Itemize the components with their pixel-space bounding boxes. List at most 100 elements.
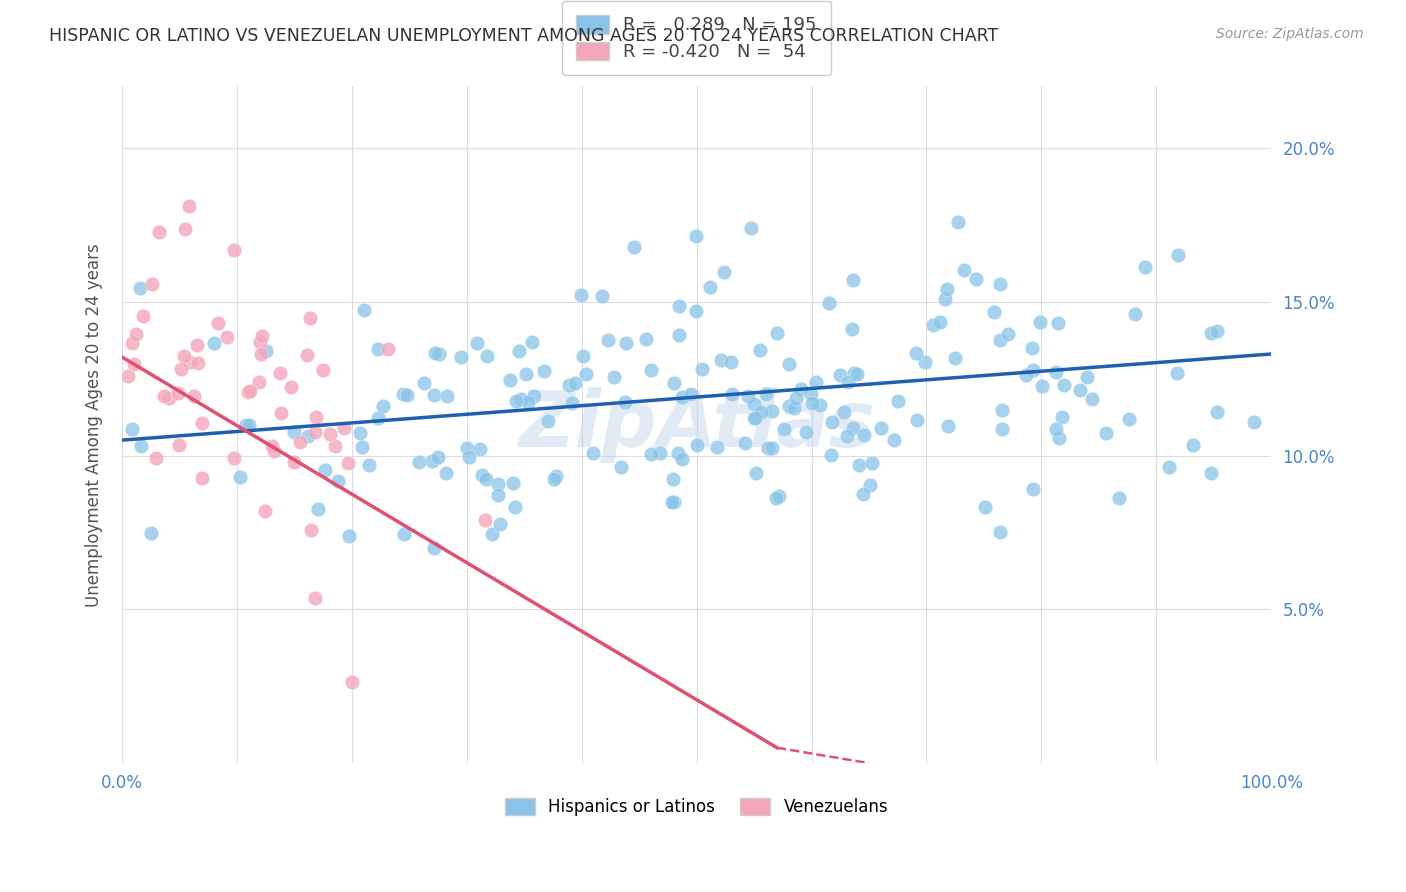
Point — [148, 225, 170, 239]
Point — [666, 446, 689, 460]
Point — [564, 376, 586, 390]
Point — [671, 390, 693, 404]
Point — [471, 467, 494, 482]
Point — [270, 406, 292, 420]
Point — [710, 353, 733, 368]
Point — [1069, 384, 1091, 398]
Point — [983, 305, 1005, 319]
Point — [349, 425, 371, 440]
Point — [537, 414, 560, 428]
Point — [934, 292, 956, 306]
Point — [842, 421, 865, 435]
Point — [817, 296, 839, 310]
Point — [191, 417, 214, 431]
Point — [557, 378, 579, 392]
Point — [598, 333, 620, 347]
Point — [217, 329, 239, 343]
Point — [804, 376, 827, 390]
Point — [186, 338, 208, 352]
Point — [648, 446, 671, 460]
Point — [523, 389, 546, 403]
Point — [713, 265, 735, 279]
Point — [145, 450, 167, 465]
Point — [179, 199, 201, 213]
Point — [413, 376, 436, 391]
Point — [222, 450, 245, 465]
Point — [1206, 324, 1229, 338]
Point — [808, 398, 831, 412]
Point — [423, 346, 446, 360]
Point — [304, 591, 326, 605]
Point — [1031, 379, 1053, 393]
Point — [685, 304, 707, 318]
Point — [765, 491, 787, 505]
Point — [614, 336, 637, 351]
Point — [544, 469, 567, 483]
Point — [623, 240, 645, 254]
Point — [367, 342, 389, 356]
Point — [936, 282, 959, 296]
Point — [668, 299, 690, 313]
Point — [295, 348, 318, 362]
Point — [342, 675, 364, 690]
Point — [561, 396, 583, 410]
Point — [821, 415, 844, 429]
Point — [848, 458, 870, 473]
Point — [326, 474, 349, 488]
Point — [602, 369, 624, 384]
Point — [305, 410, 328, 425]
Point — [1094, 426, 1116, 441]
Point — [853, 428, 876, 442]
Point — [420, 453, 443, 467]
Point — [835, 429, 858, 443]
Point — [1045, 365, 1067, 379]
Point — [314, 463, 336, 477]
Point — [297, 428, 319, 442]
Point — [352, 440, 374, 454]
Point — [1199, 466, 1222, 480]
Point — [481, 527, 503, 541]
Point — [238, 417, 260, 432]
Point — [337, 529, 360, 543]
Point — [121, 422, 143, 436]
Point — [1053, 378, 1076, 392]
Point — [860, 456, 883, 470]
Point — [298, 310, 321, 325]
Legend: Hispanics or Latinos, Venezuelans: Hispanics or Latinos, Venezuelans — [498, 791, 894, 822]
Point — [905, 413, 928, 427]
Point — [434, 466, 457, 480]
Point — [1199, 326, 1222, 340]
Point — [373, 399, 395, 413]
Point — [337, 456, 360, 470]
Point — [662, 472, 685, 486]
Point — [474, 472, 496, 486]
Point — [520, 334, 543, 349]
Point — [1047, 431, 1070, 445]
Point — [783, 401, 806, 416]
Point — [260, 439, 283, 453]
Point — [837, 375, 859, 389]
Point — [263, 444, 285, 458]
Point — [936, 419, 959, 434]
Point — [845, 367, 868, 381]
Point — [299, 523, 322, 537]
Point — [207, 316, 229, 330]
Point — [333, 421, 356, 435]
Point — [367, 410, 389, 425]
Point — [830, 368, 852, 382]
Point — [486, 477, 509, 491]
Point — [690, 362, 713, 376]
Point — [794, 425, 817, 439]
Point — [778, 357, 800, 371]
Point — [377, 342, 399, 356]
Point — [742, 411, 765, 425]
Point — [396, 388, 419, 402]
Point — [988, 333, 1011, 347]
Point — [720, 354, 742, 368]
Point — [169, 438, 191, 452]
Point — [1166, 366, 1188, 380]
Point — [125, 327, 148, 342]
Point — [283, 425, 305, 440]
Point — [468, 442, 491, 456]
Point — [997, 326, 1019, 341]
